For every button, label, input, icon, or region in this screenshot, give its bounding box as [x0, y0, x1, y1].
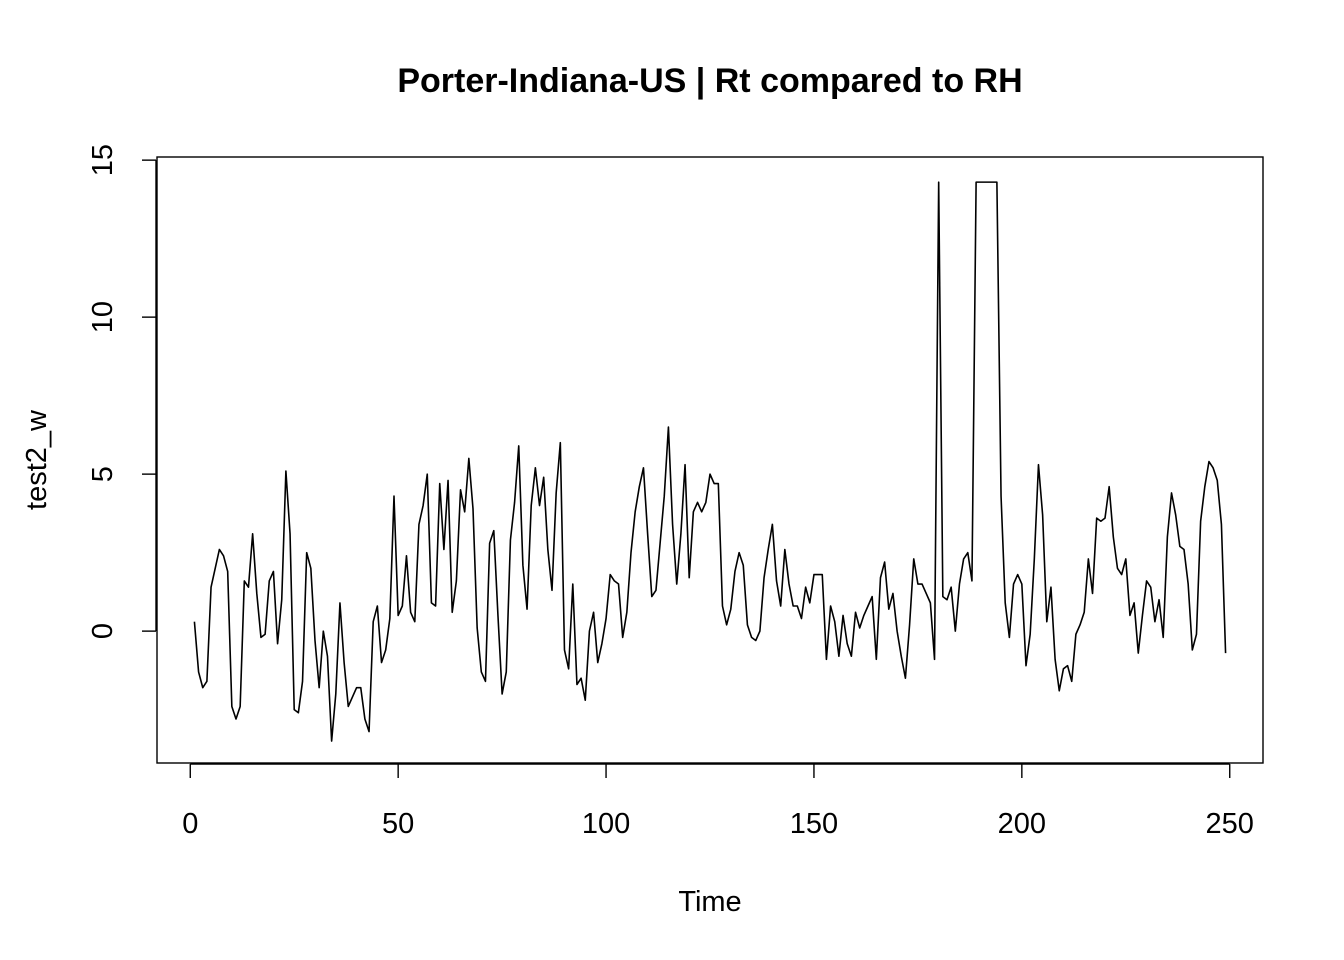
- y-tick-label: 15: [87, 144, 119, 176]
- x-axis: 0 50 100 150 200 250: [182, 763, 1254, 840]
- y-axis: 0 5 10 15: [87, 144, 157, 639]
- x-tick-label: 150: [790, 808, 838, 840]
- x-tick-label: 50: [382, 808, 414, 840]
- x-axis-label: Time: [678, 886, 741, 918]
- plot-frame: [156, 156, 1264, 764]
- chart-title: Porter-Indiana-US | Rt compared to RH: [397, 62, 1022, 100]
- y-tick-label: 5: [87, 466, 119, 482]
- x-tick-label: 0: [182, 808, 198, 840]
- x-tick-label: 100: [582, 808, 630, 840]
- x-tick-label: 250: [1206, 808, 1254, 840]
- x-tick-label: 200: [998, 808, 1046, 840]
- y-tick-label: 10: [87, 301, 119, 333]
- y-axis-label: test2_w: [21, 409, 53, 510]
- series-line-test2-w: [193, 181, 1227, 742]
- y-tick-label: 0: [87, 623, 119, 639]
